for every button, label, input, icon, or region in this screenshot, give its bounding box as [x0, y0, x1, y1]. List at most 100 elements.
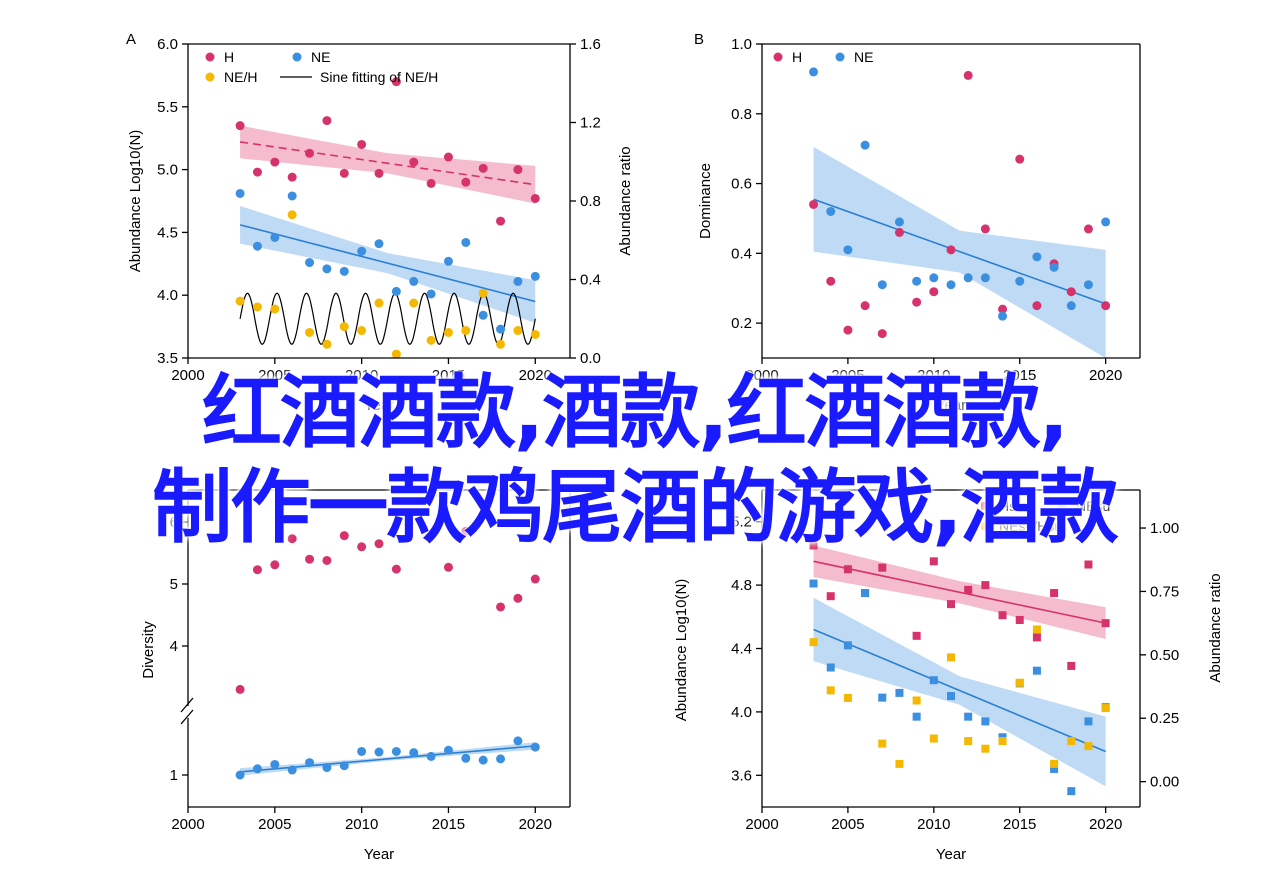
legend-ne-h-label: NE/H — [224, 69, 257, 85]
x-tick-label: 2005 — [831, 367, 864, 384]
data-point — [391, 286, 401, 296]
data-point — [409, 276, 419, 286]
data-point — [374, 747, 384, 757]
data-point — [964, 712, 973, 721]
data-point — [1083, 224, 1093, 234]
y-right-tick-label: 0.4 — [580, 272, 601, 289]
data-point — [305, 258, 315, 268]
data-point — [964, 585, 973, 594]
data-point — [461, 326, 471, 336]
data-point — [1050, 589, 1059, 598]
y-tick-label: 3.6 — [731, 767, 752, 784]
data-point — [478, 755, 488, 765]
data-point — [1101, 217, 1111, 227]
legend-ne-h-marker — [205, 72, 215, 82]
data-point — [305, 327, 315, 337]
data-point — [981, 717, 990, 726]
data-point — [235, 188, 245, 198]
data-point — [426, 751, 436, 761]
data-point — [1050, 759, 1059, 768]
y-tick-label: 5.0 — [157, 162, 178, 179]
x-tick-label: 2020 — [1089, 367, 1122, 384]
x-axis-label: Year — [936, 397, 966, 414]
data-point — [1050, 764, 1059, 773]
trend-line-ne — [240, 745, 536, 773]
y-tick-label: 4.0 — [731, 704, 752, 721]
data-point — [826, 592, 835, 601]
data-point — [1015, 154, 1025, 164]
y-axis-label: Dominance — [697, 163, 714, 239]
panel-label: A — [126, 31, 136, 48]
data-point — [461, 237, 471, 247]
data-point — [252, 302, 262, 312]
data-point — [809, 579, 818, 588]
data-point — [1015, 678, 1024, 687]
data-point — [980, 273, 990, 283]
legend-h-marker — [773, 52, 783, 62]
data-point — [1101, 704, 1110, 713]
y-tick-label: 5.2 — [731, 514, 752, 531]
x-tick-label: 2020 — [1089, 816, 1122, 833]
x-axis-label: Year — [364, 846, 394, 863]
data-point — [946, 280, 956, 290]
legend-h-label: H — [792, 49, 802, 65]
data-point — [1084, 560, 1093, 569]
data-point — [1067, 737, 1076, 746]
data-point — [929, 273, 939, 283]
data-point — [843, 565, 852, 574]
legend-ne-marker — [835, 52, 845, 62]
x-tick-label: 2015 — [1003, 816, 1036, 833]
data-point — [826, 206, 836, 216]
data-point — [981, 744, 990, 753]
data-point — [461, 753, 471, 763]
trend-line-ne — [239, 224, 536, 303]
data-point — [513, 736, 523, 746]
data-point — [426, 178, 436, 188]
data-point — [339, 168, 349, 178]
y-tick-label: 0.2 — [731, 315, 752, 332]
y-tick-label: 6.0 — [157, 36, 178, 53]
data-point — [980, 224, 990, 234]
data-point — [409, 298, 419, 308]
data-point — [252, 764, 262, 774]
y-right-tick-label: 0.00 — [1150, 774, 1179, 791]
data-point — [809, 199, 819, 209]
data-point — [409, 748, 419, 758]
data-point — [1101, 619, 1110, 628]
data-point — [374, 539, 384, 549]
legend-ne-label: NE — [311, 49, 330, 65]
y-tick-label: 4.4 — [731, 641, 752, 658]
x-tick-label: 2000 — [745, 367, 778, 384]
axis-break-mark — [180, 697, 194, 713]
panel-b: 0.2 0.4 0.6 0.8 1.0 2000 2005 2010 2015 2020 Year B… — [694, 31, 1141, 414]
x-tick-label: 2015 — [432, 367, 465, 384]
x-tick-label: 2000 — [171, 816, 204, 833]
y-tick-label: 0.4 — [731, 245, 752, 262]
data-point — [929, 734, 938, 743]
data-point — [391, 746, 401, 756]
y-tick-label: 5.5 — [157, 99, 178, 116]
data-point — [1083, 280, 1093, 290]
data-point — [1032, 252, 1042, 262]
axis-break-mark — [180, 709, 194, 725]
data-point — [878, 563, 887, 572]
data-point — [374, 239, 384, 249]
confidence-band — [240, 206, 536, 323]
y-tick-label: 4 — [170, 638, 178, 655]
data-point — [287, 172, 297, 182]
data-point — [513, 276, 523, 286]
data-point — [443, 562, 453, 572]
data-point — [860, 301, 870, 311]
data-point — [287, 210, 297, 220]
data-point — [947, 653, 955, 662]
data-point — [963, 70, 973, 80]
legend-ne-marker — [292, 52, 302, 62]
data-point — [270, 759, 280, 769]
x-tick-label: 2020 — [519, 816, 552, 833]
data-point — [513, 165, 523, 175]
data-point — [443, 152, 453, 162]
data-point — [322, 116, 332, 126]
y-axis-label: Abundance Log10(N) — [127, 130, 144, 273]
data-point — [252, 565, 262, 575]
